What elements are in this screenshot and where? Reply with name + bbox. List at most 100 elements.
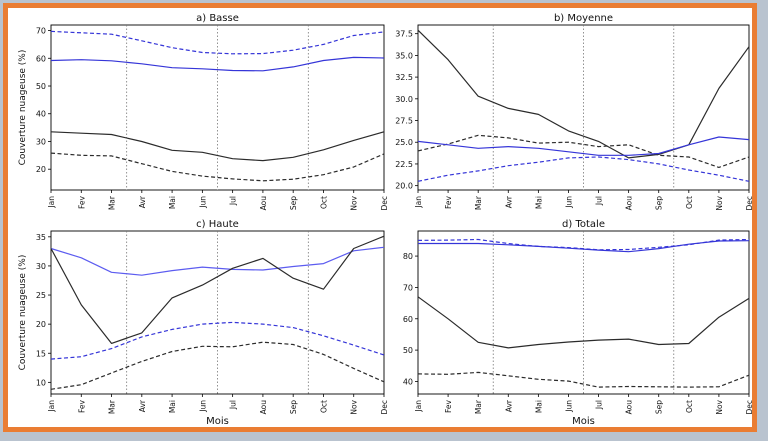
x-tick-label: Sep xyxy=(289,400,298,414)
x-tick-label: Oct xyxy=(685,400,694,413)
x-tick-label: Nov xyxy=(715,399,724,414)
y-tick-label: 70 xyxy=(36,27,46,36)
y-tick-label: 35 xyxy=(36,233,46,242)
x-tick-label: Jun xyxy=(198,196,207,209)
x-tick-label: Mai xyxy=(534,196,543,209)
x-tick-label: Aou xyxy=(259,400,268,415)
x-tick-label: Dec xyxy=(380,400,389,415)
y-tick-label: 40 xyxy=(36,110,46,119)
x-tick-label: Sep xyxy=(655,196,664,210)
cloud-cover-figure: a) Basse 20 30 40 50 60 70 Jan Fev Mar Avr Mai Jun Ju… xyxy=(18,13,752,427)
figure-frame: a) Basse 20 30 40 50 60 70 Jan Fev Mar Avr Mai Jun Ju… xyxy=(3,3,757,432)
x-tick-label: Jan xyxy=(47,196,56,209)
x-tick-label: Avr xyxy=(504,195,513,208)
series-line-3 xyxy=(417,136,750,156)
y-tick-label: 30 xyxy=(36,137,46,146)
x-tick-label: Mai xyxy=(168,196,177,209)
series-line-1 xyxy=(417,238,750,251)
x-tick-label: Mar xyxy=(108,195,117,210)
x-tick-label: Oct xyxy=(685,196,694,209)
series-line-3 xyxy=(417,296,750,349)
y-axis-label: Couverture nuageuse (%) xyxy=(18,50,28,166)
series-line-4 xyxy=(417,371,750,388)
y-tick-label: 30.0 xyxy=(395,95,413,104)
x-tick-label: Nov xyxy=(350,399,359,414)
y-tick-label: 50 xyxy=(36,82,46,91)
panel-title: c) Haute xyxy=(196,219,239,230)
series-line-1 xyxy=(417,29,750,159)
series-line-1 xyxy=(50,246,385,276)
y-tick-label: 32.5 xyxy=(395,73,413,82)
panel-1: a) Basse 20 30 40 50 60 70 Jan Fev Mar Avr Mai Jun Ju… xyxy=(18,13,389,211)
series-line-3 xyxy=(50,131,385,162)
x-tick-label: Dec xyxy=(745,400,752,415)
y-tick-label: 60 xyxy=(36,54,46,63)
x-tick-label: Jul xyxy=(229,400,238,410)
y-tick-label: 80 xyxy=(403,252,413,261)
y-tick-label: 50 xyxy=(403,346,413,355)
series-line-2 xyxy=(417,134,750,168)
x-tick-label: Mai xyxy=(168,400,177,413)
x-axis-label: Mois xyxy=(206,416,229,427)
x-tick-label: Jun xyxy=(564,400,573,413)
panel-4: d) Totale 40 50 60 70 80 Jan Fev Mar Avr Mai Jun Jul… xyxy=(403,219,752,427)
panel-title: d) Totale xyxy=(562,219,605,230)
x-tick-label: Jun xyxy=(564,196,573,209)
x-tick-label: Dec xyxy=(380,196,389,211)
y-tick-label: 25 xyxy=(36,291,46,300)
x-tick-label: Jul xyxy=(595,400,604,410)
x-axis-label: Mois xyxy=(572,416,595,427)
panel-title: a) Basse xyxy=(196,13,239,24)
x-tick-label: Aou xyxy=(625,400,634,415)
x-tick-label: Aou xyxy=(259,196,268,211)
y-tick-label: 27.5 xyxy=(395,117,413,126)
x-tick-label: Oct xyxy=(319,196,328,209)
x-tick-label: Jun xyxy=(198,400,207,413)
y-tick-label: 60 xyxy=(403,315,413,324)
x-tick-label: Nov xyxy=(715,195,724,210)
x-tick-label: Fev xyxy=(77,399,86,413)
series-line-1 xyxy=(50,30,385,55)
series-line-2 xyxy=(50,235,385,344)
x-tick-label: Mar xyxy=(474,195,483,210)
x-tick-label: Mai xyxy=(534,400,543,413)
x-tick-label: Fev xyxy=(444,195,453,209)
y-tick-label: 40 xyxy=(403,377,413,386)
series-line-2 xyxy=(418,240,750,253)
x-tick-label: Fev xyxy=(444,399,453,413)
x-tick-label: Mar xyxy=(474,399,483,414)
y-tick-label: 20 xyxy=(36,165,46,174)
x-tick-label: Sep xyxy=(289,196,298,210)
x-tick-label: Jan xyxy=(414,400,423,413)
y-tick-label: 20.0 xyxy=(395,182,413,191)
x-tick-label: Mar xyxy=(108,399,117,414)
y-tick-label: 37.5 xyxy=(395,30,413,39)
x-tick-label: Dec xyxy=(745,196,752,211)
x-tick-label: Nov xyxy=(350,195,359,210)
panel-title: b) Moyenne xyxy=(554,13,613,24)
x-tick-label: Jan xyxy=(414,196,423,209)
x-tick-label: Oct xyxy=(319,400,328,413)
x-tick-label: Avr xyxy=(138,399,147,412)
x-tick-label: Avr xyxy=(138,195,147,208)
x-tick-label: Jul xyxy=(595,196,604,206)
panel-3: c) Haute 10 15 20 25 30 35 Jan Fev Mar Avr Mai Jun Ju… xyxy=(18,219,389,427)
series-line-4 xyxy=(50,341,385,390)
y-tick-label: 25.0 xyxy=(395,138,413,147)
y-tick-label: 15 xyxy=(36,349,46,358)
x-tick-label: Sep xyxy=(655,400,664,414)
y-tick-label: 20 xyxy=(36,320,46,329)
x-tick-label: Avr xyxy=(504,399,513,412)
x-tick-label: Jul xyxy=(229,196,238,206)
y-axis-label: Couverture nuageuse (%) xyxy=(18,255,28,371)
y-tick-label: 70 xyxy=(403,283,413,292)
x-tick-label: Fev xyxy=(77,195,86,209)
series-line-3 xyxy=(50,321,385,360)
y-tick-label: 10 xyxy=(36,378,46,387)
x-tick-label: Jan xyxy=(47,400,56,413)
series-line-4 xyxy=(50,152,385,182)
y-tick-label: 22.5 xyxy=(395,160,413,169)
panel-2: b) Moyenne 20.0 22.5 25.0 27.5 30.0 32.5 35.0 37… xyxy=(395,13,752,211)
y-tick-label: 35.0 xyxy=(395,51,413,60)
x-tick-label: Aou xyxy=(625,196,634,211)
